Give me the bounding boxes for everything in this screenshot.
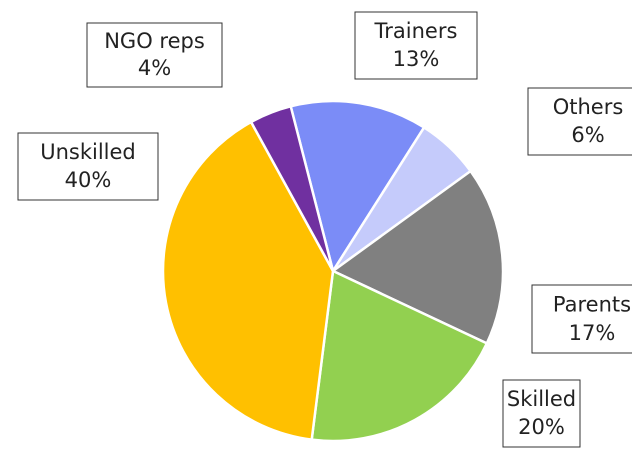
label-box: [502, 379, 581, 448]
slice-label: Parents: [553, 292, 631, 316]
slice-value-label: 40%: [65, 168, 112, 192]
pie-slice: [310, 269, 489, 443]
slice-label: Trainers: [374, 19, 458, 43]
pie-slice: [330, 169, 505, 346]
label-box: [531, 284, 632, 354]
pie-slice: [161, 120, 335, 442]
slice-label: Skilled: [507, 387, 576, 411]
label-box: [17, 132, 159, 201]
slice-value-label: 4%: [138, 56, 171, 80]
slice-label: Unskilled: [40, 140, 136, 164]
label-box: [86, 22, 223, 88]
slice-value-label: 6%: [571, 123, 604, 147]
slice-label: NGO reps: [104, 29, 205, 53]
label-box: [527, 87, 632, 156]
slice-value-label: 17%: [569, 321, 616, 345]
slice-label: Others: [553, 95, 624, 119]
slice-value-label: 13%: [393, 47, 440, 71]
label-box: [354, 11, 478, 80]
pie-slice: [249, 104, 335, 272]
pie-slice: [289, 99, 426, 275]
slice-value-label: 20%: [518, 415, 565, 439]
